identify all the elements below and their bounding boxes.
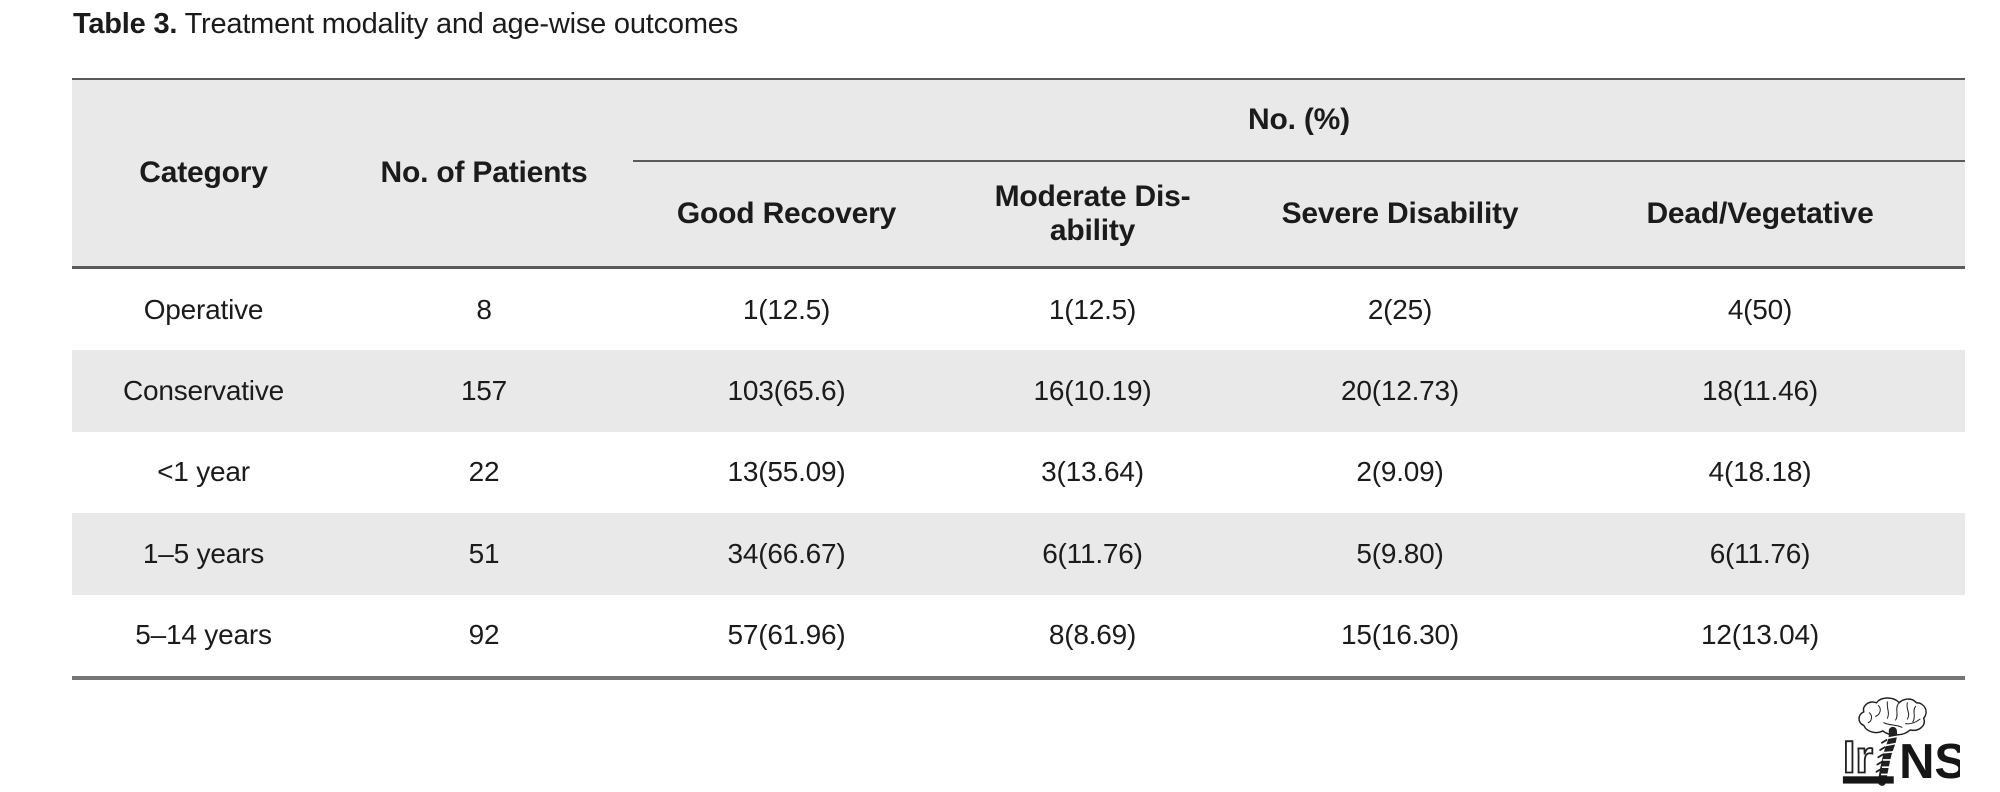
- column-header-severe-disability: Severe Disability: [1245, 162, 1555, 269]
- cell-dead-vegetative: 12(13.04): [1700, 619, 1820, 651]
- logo-text-left: Ir: [1843, 732, 1873, 783]
- cell-good-recovery: 1(12.5): [742, 293, 831, 325]
- cell-moderate-disability: 16(10.19): [940, 350, 1245, 432]
- column-header-patients: No. of Patients: [335, 80, 633, 269]
- cell-severe-disability: 5(9.80): [1245, 513, 1555, 595]
- cell-good-recovery: 34(66.67): [633, 513, 940, 595]
- cell-dead-vegetative: 4(50): [1727, 293, 1793, 325]
- cell-category: 1–5 years: [72, 513, 335, 595]
- cell-good-recovery: 13(55.09): [727, 456, 846, 488]
- table-caption: Table 3. Treatment modality and age-wise…: [73, 6, 738, 42]
- outcomes-table: Category No. of Patients No. (%) Good Re…: [72, 78, 1965, 680]
- cell-moderate-disability: 3(13.64): [1041, 456, 1144, 488]
- column-header-category: Category: [72, 80, 335, 269]
- brain-icon: [1858, 697, 1927, 736]
- cell-severe-disability: 2(25): [1367, 293, 1433, 325]
- cell-category: 5–14 years: [135, 619, 272, 651]
- cell-dead-vegetative: 4(18.18): [1708, 456, 1812, 488]
- cell-dead-vegetative: 18(11.46): [1555, 350, 1965, 432]
- cell-patients: 22: [468, 456, 500, 488]
- cell-patients: 51: [335, 513, 633, 595]
- cell-good-recovery: 103(65.6): [633, 350, 940, 432]
- cell-severe-disability: 2(9.09): [1356, 456, 1444, 488]
- column-header-moderate-disability: Moderate Dis- ability: [940, 162, 1245, 269]
- cell-moderate-disability: 6(11.76): [940, 513, 1245, 595]
- cell-category: Conservative: [72, 350, 335, 432]
- column-header-dead-vegetative: Dead/Vegetative: [1555, 162, 1965, 269]
- cell-patients: 92: [468, 619, 500, 651]
- spine-icon: [1875, 726, 1898, 786]
- table-caption-label: Table 3.: [73, 8, 178, 40]
- cell-severe-disability: 20(12.73): [1245, 350, 1555, 432]
- cell-category: Operative: [143, 293, 264, 325]
- cell-patients: 157: [335, 350, 633, 432]
- journal-logo: Ir NS: [1842, 694, 1967, 789]
- cell-moderate-disability: 1(12.5): [1048, 293, 1137, 325]
- cell-moderate-disability: 8(8.69): [1048, 619, 1137, 651]
- table-caption-text: Treatment modality and age-wise outcomes: [177, 8, 739, 40]
- column-group-header-no-pct: No. (%): [633, 80, 1965, 162]
- column-header-good-recovery: Good Recovery: [633, 162, 940, 269]
- logo-text-right: NS: [1899, 735, 1960, 786]
- cell-good-recovery: 57(61.96): [727, 619, 846, 651]
- journal-logo-graphic: Ir NS: [1842, 697, 1967, 789]
- cell-severe-disability: 15(16.30): [1340, 619, 1460, 651]
- logo-baseline-bar: [1842, 776, 1894, 784]
- cell-patients: 8: [476, 293, 492, 325]
- cell-category: <1 year: [157, 456, 250, 488]
- cell-dead-vegetative: 6(11.76): [1555, 513, 1965, 595]
